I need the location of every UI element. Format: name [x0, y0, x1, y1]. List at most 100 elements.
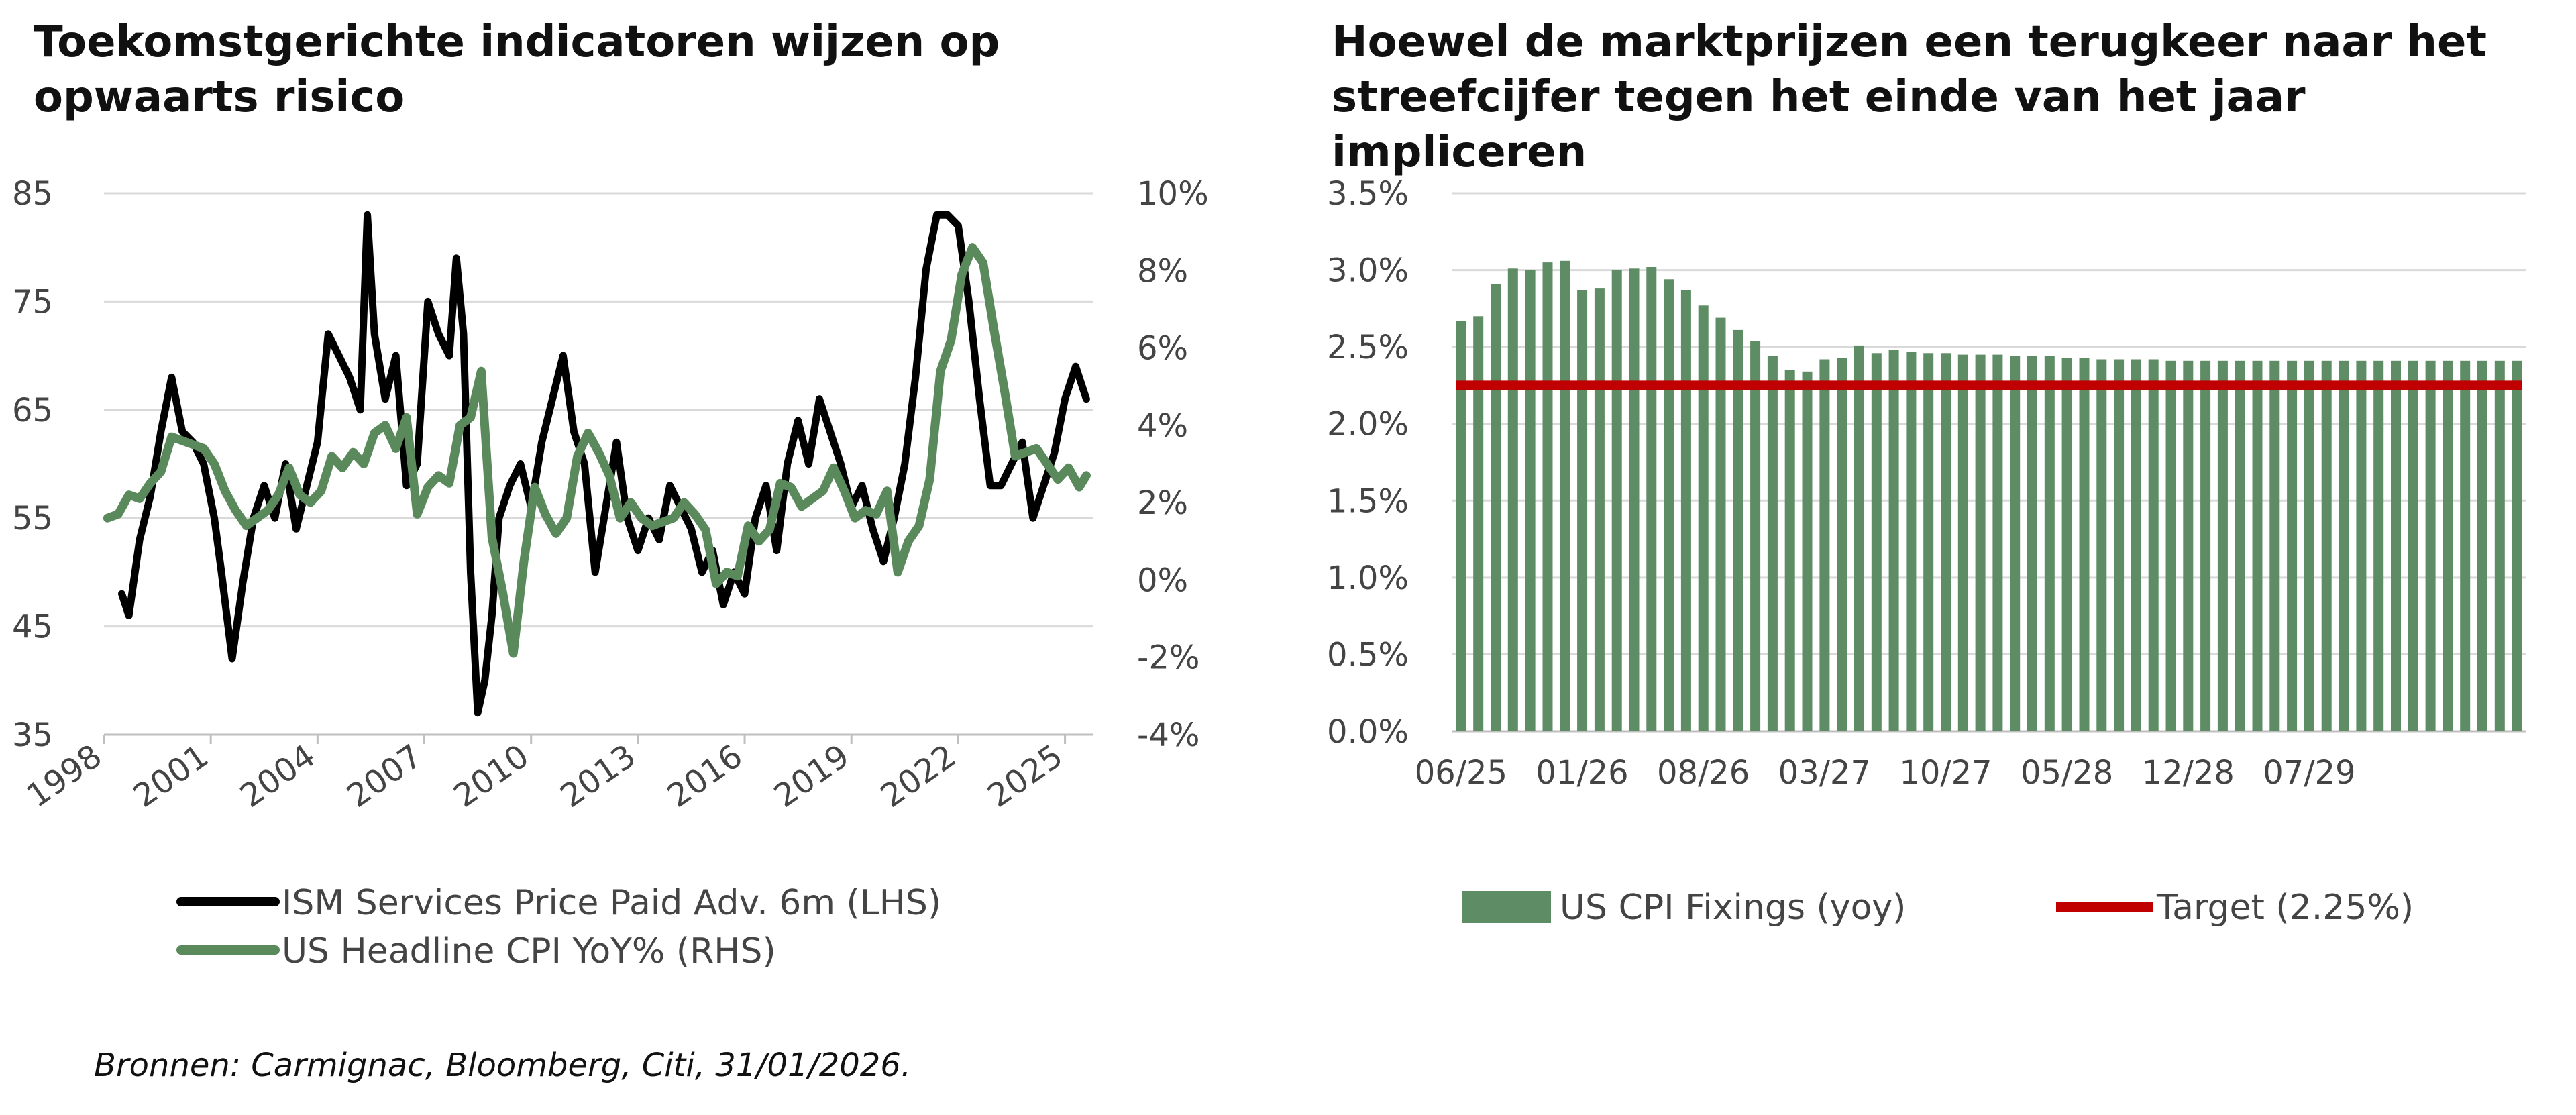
cpi-fixing-bar — [2131, 359, 2141, 731]
cpi-fixing-bar — [2061, 358, 2072, 731]
right-y-tick-label: 8% — [1137, 252, 1188, 290]
right-legend-label: Target (2.25%) — [2156, 888, 2414, 928]
cpi-fixing-bar — [2183, 360, 2194, 731]
cpi-fixing-bar — [2339, 360, 2349, 731]
cpi-fixing-bar — [2217, 360, 2228, 731]
cpi-fixing-bar — [1767, 356, 1778, 731]
right-legend-label: US CPI Fixings (yoy) — [1560, 888, 1906, 928]
cpi-fixing-bar — [2425, 360, 2436, 731]
cpi-fixing-bar — [1525, 270, 1536, 732]
left-x-tick-label: 2004 — [233, 737, 322, 815]
cpi-fixing-bar — [1906, 352, 1917, 731]
left-chart-title: Toekomstgerichte indicatoren wijzen op o… — [34, 17, 1000, 122]
cpi-fixing-bar — [2114, 359, 2125, 731]
cpi-fixing-bar — [2460, 360, 2471, 731]
cpi-fixing-bar — [1837, 358, 1847, 731]
cpi-fixing-bar — [2165, 360, 2176, 731]
source-note: Bronnen: Carmignac, Bloomberg, Citi, 31/… — [94, 1047, 912, 1084]
right-y-tick-label: 1.0% — [1327, 560, 1409, 597]
right-y-tick-label: 3.5% — [1327, 175, 1409, 213]
cpi-fixing-bar — [2010, 356, 2021, 731]
cpi-fixing-bar — [2321, 360, 2332, 731]
cpi-fixing-bar — [1888, 350, 1899, 731]
cpi-fixing-bar — [1594, 288, 1605, 732]
cpi-fixing-bar — [1992, 354, 2003, 731]
left-x-tick-label: 2025 — [981, 737, 1069, 815]
left-x-tick-label: 2016 — [661, 737, 749, 815]
right-y-tick-label: 0% — [1137, 562, 1188, 599]
cpi-fixing-bar — [2200, 360, 2211, 731]
right-y-tick-label: 10% — [1137, 175, 1209, 213]
cpi-fixing-bar — [2304, 360, 2314, 731]
cpi-fixing-bar — [2044, 356, 2055, 731]
cpi-fixing-bar — [2477, 360, 2487, 731]
cpi-fixing-bar — [2027, 356, 2037, 731]
left-x-tick-label: 2013 — [554, 737, 643, 815]
right-x-tick-label: 05/28 — [2021, 754, 2113, 792]
right-y-tick-label: 2.0% — [1327, 406, 1409, 443]
left-x-tick-label: 2007 — [340, 737, 429, 815]
left-x-tick-label: 2001 — [127, 737, 215, 815]
right-legend-swatch-bars — [1462, 891, 1551, 923]
cpi-fixing-bar — [2512, 360, 2522, 731]
left-x-tick-label: 2022 — [874, 737, 963, 815]
left-y-tick-label: 75 — [12, 283, 53, 321]
left-legend-label: US Headline CPI YoY% (RHS) — [282, 931, 776, 971]
right-chart-title: Hoewel de marktprijzen een terugkeer naa… — [1332, 17, 2487, 177]
right-y-tick-label: 3.0% — [1327, 252, 1409, 290]
cpi-fixing-bar — [1854, 345, 1864, 731]
cpi-fixing-bar — [2235, 360, 2245, 731]
right-chart: 3.5% 3.0% 2.5% 2.0% 1.5% 1.0% 0.5% 0.0%06/25 01/… — [1327, 175, 2526, 928]
left-y-tick-label: 85 — [12, 175, 53, 213]
cpi-fixing-bar — [1680, 290, 1691, 731]
cpi-fixing-bar — [1750, 341, 1761, 731]
right-x-tick-label: 07/29 — [2263, 754, 2355, 792]
cpi-fixing-bar — [2269, 360, 2280, 731]
cpi-fixing-bar — [2408, 360, 2418, 731]
cpi-fixing-bar — [1698, 305, 1709, 731]
cpi-fixing-bar — [2443, 360, 2453, 731]
right-x-tick-label: 03/27 — [1778, 754, 1871, 792]
cpi-fixing-bar — [2373, 360, 2384, 731]
cpi-fixing-bar — [1957, 354, 1968, 731]
cpi-fixing-bar — [1473, 316, 1484, 731]
cpi-fixing-bar — [1542, 262, 1553, 732]
cpi-fixing-bar — [2079, 358, 2090, 731]
cpi-fixing-bar — [1802, 371, 1813, 731]
cpi-fixing-bar — [1611, 270, 1622, 732]
right-x-tick-label: 01/26 — [1536, 754, 1628, 792]
left-y-tick-label: 45 — [12, 608, 53, 646]
left-y-tick-label: 55 — [12, 500, 53, 537]
right-y-tick-label: 6% — [1137, 330, 1188, 368]
cpi-fixing-bar — [2096, 359, 2107, 731]
cpi-fixing-bar — [1871, 353, 1882, 731]
cpi-fixing-bar — [1784, 370, 1795, 731]
right-y-tick-label: 1.5% — [1327, 482, 1409, 520]
cpi-fixing-bar — [1629, 268, 1640, 731]
right-x-tick-label: 10/27 — [1899, 754, 1992, 792]
right-y-tick-label: 2.5% — [1327, 329, 1409, 366]
right-y-tick-label: 2% — [1137, 484, 1188, 522]
right-y-tick-label: -4% — [1137, 716, 1199, 754]
right-x-tick-label: 12/28 — [2142, 754, 2235, 792]
cpi-fixing-bar — [1664, 279, 1674, 731]
right-y-tick-label: 0.0% — [1327, 713, 1409, 751]
left-x-tick-label: 2010 — [447, 737, 535, 815]
cpi-fixing-bar — [1507, 268, 1518, 731]
cpi-fixing-bar — [2391, 360, 2401, 731]
right-x-tick-label: 08/26 — [1657, 754, 1750, 792]
left-y-tick-label: 65 — [12, 392, 53, 429]
cpi-fixing-bar — [2494, 360, 2505, 731]
cpi-fixing-bar — [1819, 359, 1830, 731]
us-cpi-line — [103, 243, 1091, 658]
cpi-fixing-bar — [1941, 353, 1951, 731]
cpi-fixing-bar — [2356, 360, 2367, 731]
right-x-tick-label: 06/25 — [1415, 754, 1507, 792]
cpi-fixing-bar — [2287, 360, 2298, 731]
cpi-fixing-bar — [1646, 267, 1657, 731]
cpi-fixing-bar — [1715, 317, 1726, 732]
cpi-fixing-bar — [1733, 329, 1743, 731]
cpi-fixing-bar — [1577, 290, 1588, 731]
left-x-tick-label: 2019 — [767, 737, 856, 815]
